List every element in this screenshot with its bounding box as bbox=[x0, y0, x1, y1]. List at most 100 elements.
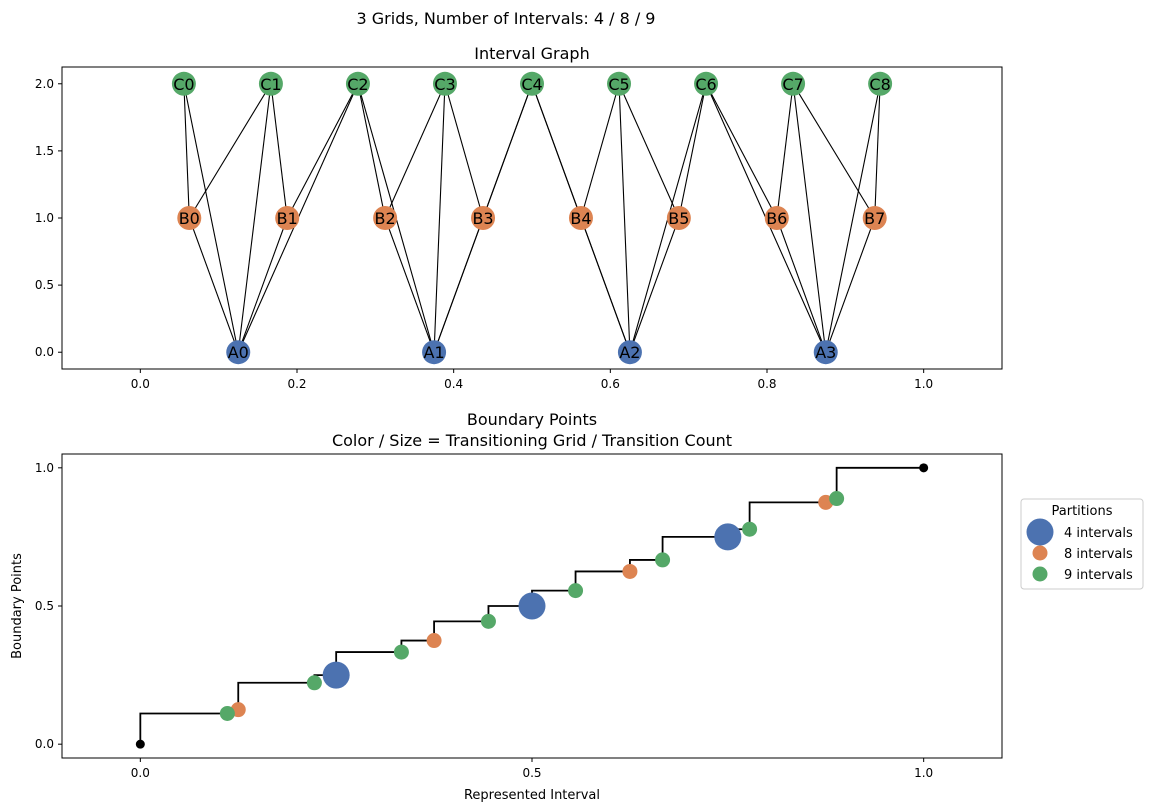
graph-node-b5 bbox=[666, 206, 691, 230]
graph-edge bbox=[270, 83, 288, 219]
graph-node-b6 bbox=[764, 206, 789, 230]
y-tick-label: 1.0 bbox=[35, 211, 54, 225]
boundary-points-plot: Boundary Points Color / Size = Transitio… bbox=[10, 410, 1003, 803]
boundary-points-frame bbox=[61, 453, 1003, 759]
graph-edge bbox=[825, 217, 876, 353]
graph-edge bbox=[531, 83, 582, 219]
graph-edge bbox=[629, 217, 680, 353]
graph-node-a3 bbox=[813, 340, 838, 365]
legend-box bbox=[1020, 498, 1144, 590]
legend-marker bbox=[1026, 518, 1054, 546]
interval-graph-frame bbox=[61, 66, 1003, 370]
graph-node-c0 bbox=[171, 71, 196, 96]
graph-node-b2 bbox=[373, 206, 398, 230]
graph-node-label: A3 bbox=[815, 343, 836, 362]
graph-edge bbox=[705, 83, 778, 219]
boundary-point-8-intervals bbox=[622, 563, 638, 579]
graph-edge bbox=[237, 217, 288, 353]
graph-node-label: B6 bbox=[766, 209, 787, 228]
graph-edge bbox=[433, 83, 446, 353]
graph-node-label: C0 bbox=[173, 75, 194, 94]
graph-node-label: A0 bbox=[228, 343, 249, 362]
x-tick-label: 0.0 bbox=[131, 377, 150, 391]
interval-graph-ticks: 0.0 0.2 0.4 0.6 0.8 1.0 0.0 0.5 1.0 1.5 2.0 bbox=[35, 77, 933, 391]
graph-node-c5 bbox=[607, 71, 632, 96]
y-tick-label: 1.5 bbox=[35, 144, 54, 158]
graph-node-b1 bbox=[275, 206, 300, 230]
boundary-point-4-intervals bbox=[518, 592, 546, 620]
graph-node-b4 bbox=[568, 206, 593, 230]
graph-node-label: C5 bbox=[608, 75, 629, 94]
graph-edge bbox=[618, 83, 631, 353]
graph-node-c8 bbox=[868, 71, 893, 96]
graph-node-c3 bbox=[432, 71, 457, 96]
graph-node-label: C4 bbox=[521, 75, 542, 94]
boundary-points-title-line-2: Color / Size = Transitioning Grid / Tran… bbox=[332, 431, 732, 450]
graph-node-a1 bbox=[422, 340, 447, 365]
interval-graph-nodes: A0 A1 A2 A3 B0 B1 B2 B3 B4 B5 B6 B7 C0 C1 C2 C3 C4 C5 C6 C7… bbox=[171, 71, 893, 365]
graph-edge bbox=[776, 217, 827, 353]
y-tick-label: 0.0 bbox=[35, 345, 54, 359]
graph-edge bbox=[618, 83, 680, 219]
graph-node-c6 bbox=[694, 71, 719, 96]
graph-node-label: B3 bbox=[472, 209, 493, 228]
y-tick-label: 0.5 bbox=[35, 599, 54, 613]
graph-edge bbox=[444, 83, 484, 219]
x-tick-label: 0.6 bbox=[601, 377, 620, 391]
graph-edge bbox=[678, 83, 707, 219]
y-axis-label: Boundary Points bbox=[10, 553, 25, 659]
endpoint-marker bbox=[919, 463, 929, 473]
x-tick-label: 1.0 bbox=[914, 766, 933, 780]
graph-node-label: C8 bbox=[869, 75, 890, 94]
boundary-point-9-intervals bbox=[829, 491, 845, 507]
x-tick-label: 0.8 bbox=[757, 377, 776, 391]
graph-edge bbox=[825, 83, 881, 353]
graph-edge bbox=[183, 83, 190, 219]
graph-edge bbox=[482, 83, 533, 219]
boundary-points-title-line-1: Boundary Points bbox=[467, 410, 597, 429]
graph-edge bbox=[188, 83, 272, 219]
boundary-point-4-intervals bbox=[322, 661, 350, 689]
graph-edge bbox=[188, 217, 239, 353]
graph-node-b0 bbox=[177, 206, 202, 230]
boundary-point-9-intervals bbox=[742, 521, 758, 537]
x-tick-label: 0.5 bbox=[522, 766, 541, 780]
graph-node-label: B1 bbox=[277, 209, 298, 228]
figure-suptitle: 3 Grids, Number of Intervals: 4 / 8 / 9 bbox=[357, 9, 656, 28]
x-tick-label: 0.2 bbox=[287, 377, 306, 391]
graph-node-b3 bbox=[471, 206, 496, 230]
legend-marker bbox=[1032, 545, 1048, 561]
boundary-point-8-intervals bbox=[426, 633, 442, 649]
boundary-point-9-intervals bbox=[393, 644, 409, 660]
interval-graph-plot: Interval Graph A0 A1 A2 A3 B0 B1 B2 B3 B4 B5 B6 B7 C… bbox=[35, 44, 1003, 391]
graph-node-label: C3 bbox=[434, 75, 455, 94]
boundary-points-ticks: 0.0 0.5 1.0 0.0 0.5 1.0 bbox=[35, 461, 933, 780]
boundary-points-markers bbox=[135, 463, 929, 749]
endpoint-marker bbox=[135, 739, 145, 749]
graph-edge bbox=[792, 83, 827, 353]
boundary-point-9-intervals bbox=[480, 613, 496, 629]
legend: Partitions 4 intervals 8 intervals 9 inter… bbox=[1020, 498, 1144, 590]
boundary-point-9-intervals bbox=[568, 583, 584, 599]
y-tick-label: 0.0 bbox=[35, 737, 54, 751]
graph-node-label: C7 bbox=[782, 75, 803, 94]
graph-node-label: C1 bbox=[260, 75, 281, 94]
graph-edge bbox=[384, 83, 446, 219]
graph-node-label: C2 bbox=[347, 75, 368, 94]
graph-node-label: B2 bbox=[375, 209, 396, 228]
y-tick-label: 2.0 bbox=[35, 77, 54, 91]
legend-entries: 4 intervals 8 intervals 9 intervals bbox=[1026, 518, 1133, 583]
x-tick-label: 0.0 bbox=[131, 766, 150, 780]
graph-node-c7 bbox=[781, 71, 806, 96]
graph-node-a0 bbox=[226, 340, 251, 365]
graph-edge bbox=[357, 83, 386, 219]
graph-node-label: A2 bbox=[619, 343, 640, 362]
legend-label: 8 intervals bbox=[1064, 547, 1133, 562]
graph-node-label: A1 bbox=[424, 343, 445, 362]
graph-node-label: B7 bbox=[864, 209, 885, 228]
graph-node-label: B0 bbox=[179, 209, 200, 228]
boundary-point-4-intervals bbox=[714, 523, 742, 551]
legend-label: 4 intervals bbox=[1064, 526, 1133, 541]
graph-node-label: B5 bbox=[668, 209, 689, 228]
